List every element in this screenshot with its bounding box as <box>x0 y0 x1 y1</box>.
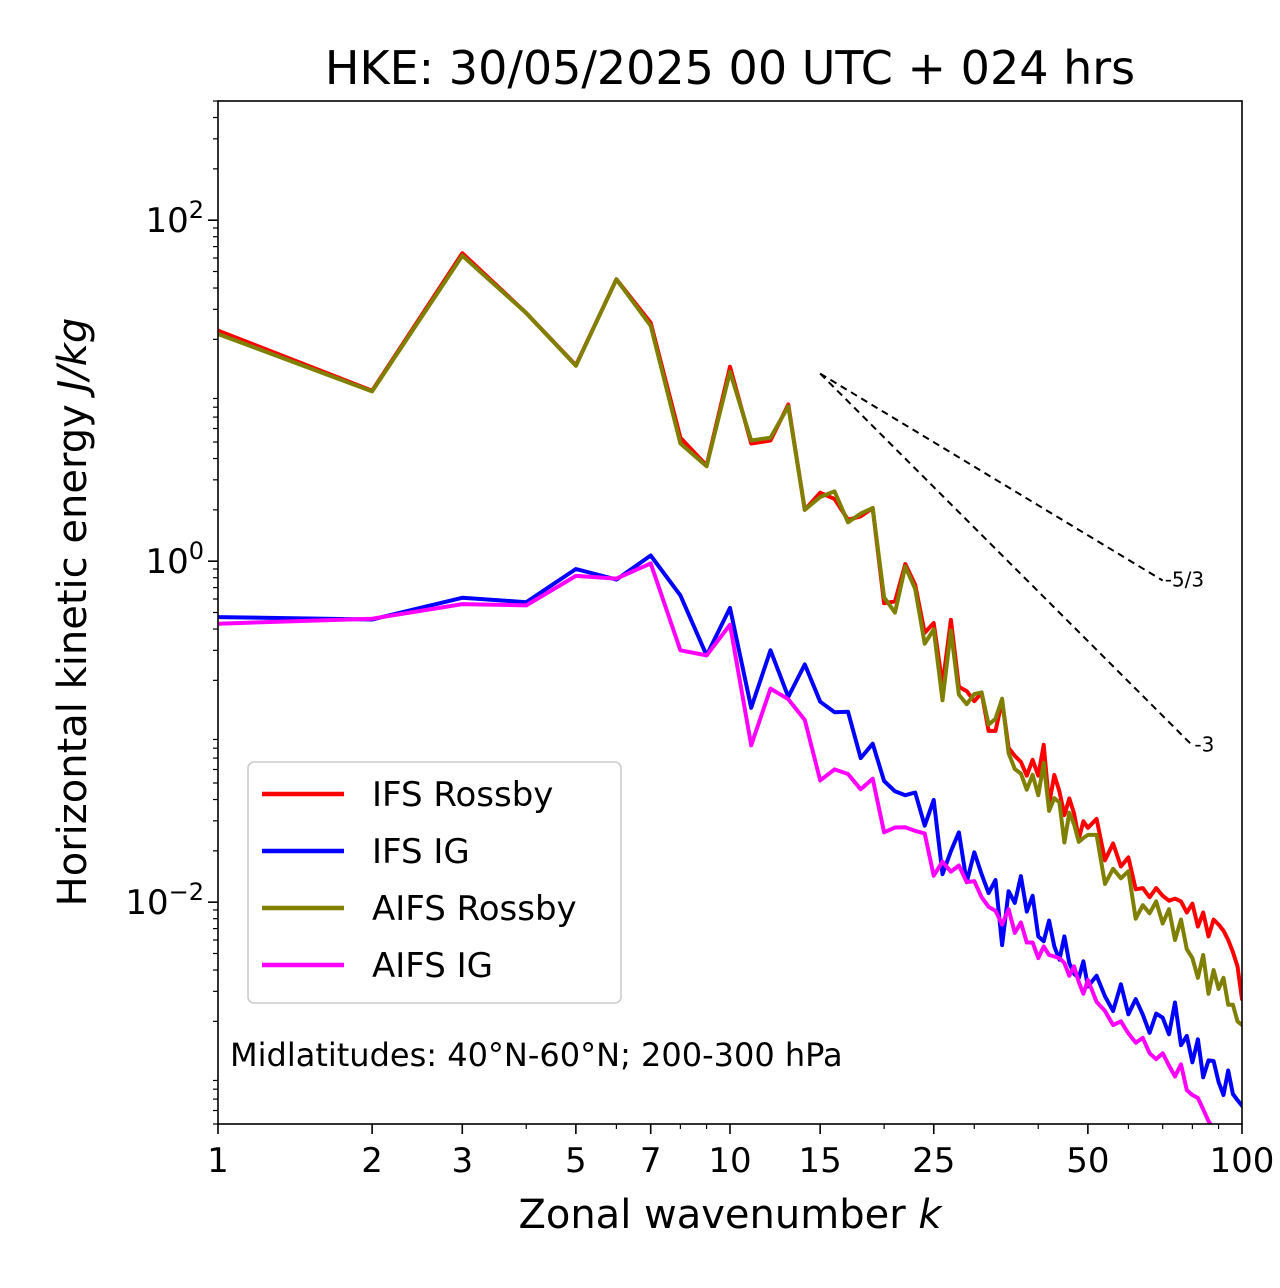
series-line-ifs-ig <box>218 553 1242 1108</box>
x-tick-label: 50 <box>1066 1141 1109 1181</box>
slope-label-0: -5/3 <box>1165 568 1204 592</box>
legend-label: IFS IG <box>372 832 470 872</box>
legend: IFS Rossby IFS IG AIFS Rossby AIFS IG <box>247 761 622 1004</box>
slope-line-0 <box>819 372 1164 582</box>
x-tick-label: 7 <box>640 1141 662 1181</box>
x-axis-label: Zonal wavenumber k <box>518 1192 943 1238</box>
slope-line-1 <box>819 372 1194 747</box>
y-axis-label: Horizontal kinetic energy J/kg <box>50 318 96 907</box>
x-tick-label: 25 <box>912 1141 955 1181</box>
axis-ticks: 1 2 3 5 7 10 15 25 50 100 102 100 10−2 <box>125 100 1275 1181</box>
legend-box <box>247 761 622 1004</box>
legend-label: AIFS IG <box>372 946 493 986</box>
x-tick-label: 10 <box>708 1141 751 1181</box>
chart-title: HKE: 30/05/2025 00 UTC + 024 hrs <box>325 41 1135 95</box>
region-annotation: Midlatitudes: 40°N-60°N; 200-300 hPa <box>230 1036 843 1074</box>
legend-label: AIFS Rossby <box>372 889 577 929</box>
series-line-aifs-rossby <box>218 253 1242 1028</box>
y-tick-label: 102 <box>145 196 204 241</box>
x-tick-label: 15 <box>799 1141 842 1181</box>
y-tick-label: 10−2 <box>125 878 204 923</box>
x-tick-label: 100 <box>1210 1141 1275 1181</box>
x-tick-label: 5 <box>565 1141 587 1181</box>
slope-label-1: -3 <box>1194 732 1214 756</box>
series-lines <box>218 251 1242 1124</box>
x-tick-label: 3 <box>451 1141 473 1181</box>
x-tick-label: 1 <box>207 1141 229 1181</box>
legend-label: IFS Rossby <box>372 775 553 815</box>
plot-frame <box>217 100 1243 1125</box>
reference-slopes: -5/3 -3 <box>819 372 1214 756</box>
y-tick-label: 100 <box>145 537 204 582</box>
series-line-aifs-ig <box>218 561 1213 1124</box>
x-tick-label: 2 <box>361 1141 383 1181</box>
